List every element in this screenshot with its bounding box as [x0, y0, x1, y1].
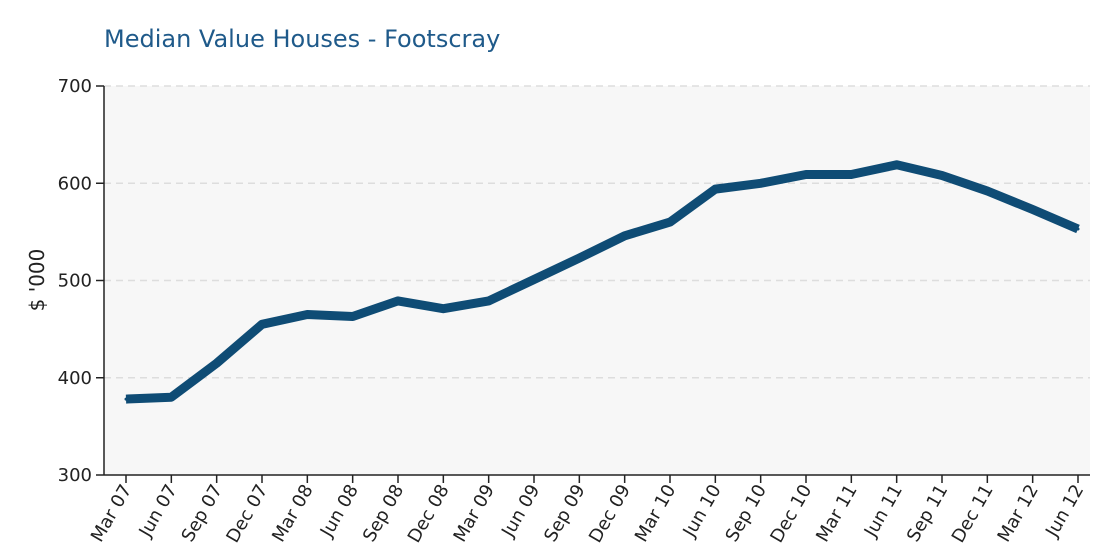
x-tick-label: Sep 10 [722, 481, 771, 546]
data-point [169, 395, 173, 399]
data-point [940, 173, 944, 177]
x-tick-label: Jun 10 [679, 481, 726, 542]
grid-lines [104, 85, 1090, 379]
chart-title: Median Value Houses - Footscray [104, 25, 500, 53]
data-point [1076, 227, 1080, 231]
y-tick-label: 300 [58, 465, 92, 486]
x-tick-label: Jun 09 [497, 481, 544, 542]
y-tick-label: 500 [58, 271, 92, 292]
x-tick-label: Dec 10 [766, 481, 816, 546]
data-point [441, 307, 445, 311]
data-point [1031, 208, 1035, 212]
x-tick-label: Dec 08 [404, 481, 454, 546]
data-point [215, 361, 219, 365]
x-tick-label: Mar 07 [87, 481, 136, 546]
x-tick-label: Dec 09 [585, 481, 635, 546]
x-tick-label: Mar 11 [812, 481, 861, 546]
x-tick-label: Dec 11 [948, 481, 998, 546]
data-point [623, 234, 627, 238]
y-axis-title: $ '000 [25, 249, 49, 312]
x-tick-label: Sep 11 [903, 481, 952, 546]
series-line [125, 160, 1080, 404]
data-point [668, 220, 672, 224]
y-axis-ticks: 300 400 500 600 700 [58, 76, 104, 486]
x-tick-label: Mar 10 [631, 481, 680, 546]
x-tick-label: Mar 08 [268, 481, 317, 546]
x-tick-label: Sep 09 [540, 481, 589, 546]
data-point [895, 163, 899, 167]
data-point [759, 181, 763, 185]
data-point [532, 278, 536, 282]
x-tick-label: Dec 07 [222, 481, 272, 546]
y-tick-label: 700 [58, 76, 92, 97]
data-point [849, 172, 853, 176]
data-point [396, 299, 400, 303]
x-tick-label: Jun 08 [316, 481, 363, 542]
y-tick-label: 600 [58, 173, 92, 194]
data-point [305, 313, 309, 317]
x-tick-label: Jun 07 [135, 481, 182, 542]
x-tick-label: Sep 08 [359, 481, 408, 546]
data-point [487, 299, 491, 303]
x-tick-label: Jun 12 [1041, 481, 1088, 542]
x-tick-label: Mar 12 [994, 481, 1043, 546]
x-tick-label: Mar 09 [450, 481, 499, 546]
data-point [713, 187, 717, 191]
data-point [124, 397, 128, 401]
data-point [985, 189, 989, 193]
series-group [124, 160, 1080, 404]
x-tick-label: Jun 11 [860, 481, 907, 542]
x-tick-label: Sep 07 [178, 481, 227, 546]
data-point [260, 322, 264, 326]
data-point [351, 314, 355, 318]
data-point [804, 172, 808, 176]
data-point [577, 256, 581, 260]
y-tick-label: 400 [58, 368, 92, 389]
